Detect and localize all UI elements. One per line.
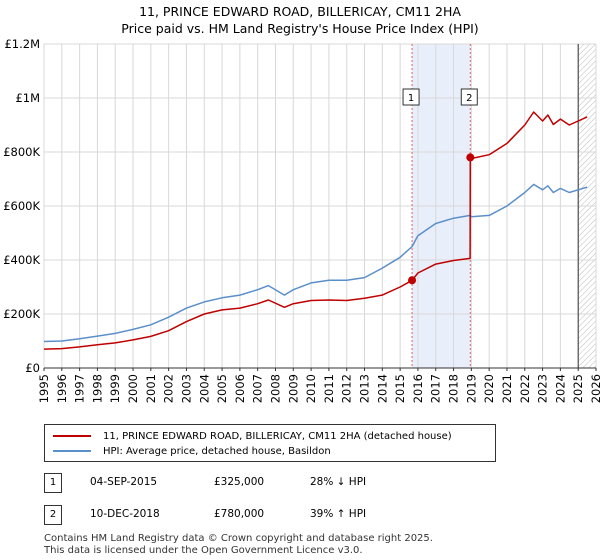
x-tick-label: 2026 [589, 374, 600, 403]
footer-licence: This data is licensed under the Open Gov… [44, 545, 363, 556]
transaction-label: 1 [408, 93, 414, 104]
legend: 11, PRINCE EDWARD ROAD, BILLERICAY, CM11… [44, 424, 496, 462]
x-tick-label: 2009 [286, 374, 300, 403]
transaction-label-box [402, 88, 420, 106]
transaction-point [466, 153, 475, 162]
x-tick-label: 2000 [126, 374, 140, 403]
x-tick-label: 2003 [179, 374, 193, 403]
x-tick-label: 2012 [340, 374, 354, 403]
legend-item-property: 11, PRINCE EDWARD ROAD, BILLERICAY, CM11… [53, 429, 452, 443]
y-tick-label: £1M [15, 91, 40, 105]
y-tick-label: £800K [3, 145, 40, 159]
transaction-label-box [460, 88, 478, 106]
x-tick-label: 2010 [304, 374, 318, 403]
y-tick-label: £400K [3, 253, 40, 267]
x-tick-label: 2014 [375, 374, 389, 403]
legend-item-hpi: HPI: Average price, detached house, Basi… [53, 444, 331, 458]
legend-swatch-hpi [53, 450, 91, 452]
x-tick-label: 2016 [411, 374, 425, 403]
chart-subtitle: Price paid vs. HM Land Registry's House … [121, 21, 479, 36]
transaction-date: 04-SEP-2015 [90, 476, 158, 488]
x-tick-label: 2005 [215, 374, 229, 403]
x-tick-label: 2018 [447, 374, 461, 403]
x-tick-label: 2025 [571, 374, 585, 403]
legend-label-hpi: HPI: Average price, detached house, Basi… [103, 445, 331, 457]
transaction-label: 2 [466, 93, 472, 104]
x-tick-label: 1997 [73, 374, 87, 403]
transaction-marker-badge: 1 [44, 473, 62, 493]
x-tick-label: 2022 [518, 374, 532, 403]
x-tick-label: 2020 [482, 374, 496, 403]
x-tick-label: 2004 [197, 374, 211, 403]
x-tick-label: 1996 [55, 374, 69, 403]
x-tick-label: 1995 [37, 374, 51, 403]
transaction-hpi-change: 39% ↑ HPI [310, 508, 367, 520]
legend-label-property: 11, PRINCE EDWARD ROAD, BILLERICAY, CM11… [103, 430, 452, 442]
x-tick-label: 2021 [500, 374, 514, 403]
transaction-hpi-change: 28% ↓ HPI [310, 476, 367, 488]
x-tick-label: 2007 [251, 374, 265, 403]
x-tick-label: 2001 [144, 374, 158, 403]
x-tick-label: 2015 [393, 374, 407, 403]
x-tick-label: 2023 [536, 374, 550, 403]
x-tick-label: 2011 [322, 374, 336, 403]
x-tick-label: 2019 [464, 374, 478, 403]
footer-copyright: Contains HM Land Registry data © Crown c… [44, 533, 433, 544]
x-tick-label: 1999 [108, 374, 122, 403]
price-chart: 1 2 £0 £200K £400K £600K £800K £1M £1.2M 1995 199… [3, 37, 600, 403]
transaction-date: 10-DEC-2018 [90, 508, 160, 520]
x-tick-label: 2006 [233, 374, 247, 403]
x-tick-label: 2002 [162, 374, 176, 403]
chart-title: 11, PRINCE EDWARD ROAD, BILLERICAY, CM11… [139, 4, 461, 19]
x-tick-label: 2008 [268, 374, 282, 403]
legend-swatch-property [53, 435, 91, 437]
y-tick-label: £0 [25, 361, 40, 375]
y-tick-label: £1.2M [4, 37, 40, 51]
hpi-series-line [43, 183, 588, 343]
x-tick-label: 1998 [90, 374, 104, 403]
transaction-price: £325,000 [214, 476, 265, 488]
transaction-marker-badge: 2 [44, 505, 62, 525]
x-tick-label: 2013 [358, 374, 372, 403]
transaction-price: £780,000 [214, 508, 265, 520]
y-tick-label: £600K [3, 199, 40, 213]
x-tick-label: 2024 [553, 374, 567, 403]
y-tick-label: £200K [3, 307, 40, 321]
property-series-line [43, 111, 588, 350]
x-tick-label: 2017 [429, 374, 443, 403]
transaction-point [408, 276, 417, 285]
